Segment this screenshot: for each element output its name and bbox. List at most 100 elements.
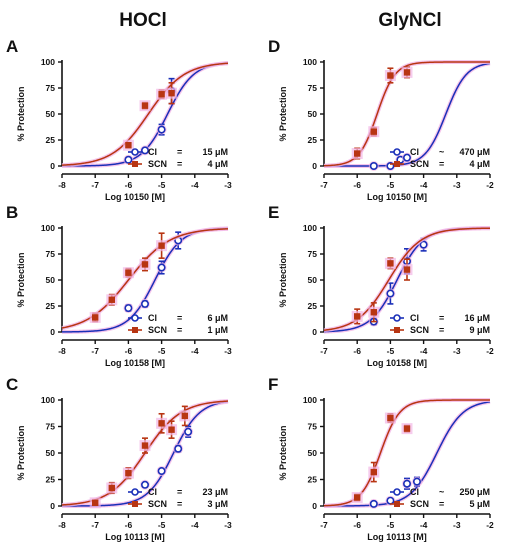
series-cl — [61, 399, 229, 508]
legend-value: 6 μM — [207, 313, 228, 323]
data-point-scn — [181, 412, 189, 420]
series-scn — [323, 398, 491, 508]
legend-value: 15 μM — [202, 147, 228, 157]
y-tick-label: 0 — [312, 501, 317, 511]
legend-name: SCN — [410, 499, 429, 509]
x-tick-label: -6 — [125, 346, 133, 356]
data-point-cl — [124, 155, 133, 164]
legend-marker-cl — [393, 488, 401, 496]
y-tick-label: 75 — [308, 83, 318, 93]
legend-relation: = — [177, 313, 182, 323]
data-point-scn — [108, 484, 115, 492]
legend-marker-cl — [131, 148, 139, 156]
data-point-scn — [168, 90, 175, 97]
legend-name: SCN — [410, 159, 429, 169]
legend: Cl = 16 μM SCN = 9 μM — [390, 313, 490, 335]
panel-c: C 0 25 50 75 100 -8 -7 -6 -5 -4 -3 Log 10113 [M] % Pr… — [6, 375, 232, 542]
data-point-scn — [387, 414, 394, 422]
legend-value: 16 μM — [464, 313, 490, 323]
x-tick-label: -8 — [58, 520, 66, 530]
x-tick-label: -5 — [158, 520, 166, 530]
column-title-hocl: HOCl — [119, 10, 167, 31]
legend-value: 9 μM — [469, 325, 490, 335]
data-point-cl — [419, 240, 428, 249]
series-scn — [323, 60, 491, 168]
x-tick-label: -4 — [420, 180, 428, 190]
data-point-scn — [125, 469, 132, 477]
y-tick-label: 50 — [308, 275, 318, 285]
x-axis-title: Log 10158 [M] — [105, 358, 165, 368]
legend-name: Cl — [148, 313, 157, 323]
fit-curve-scn — [61, 228, 229, 329]
x-tick-label: -6 — [353, 520, 361, 530]
fit-curve-scn — [61, 62, 229, 166]
y-tick-label: 75 — [308, 249, 318, 259]
legend-marker-scn — [132, 501, 138, 507]
y-tick-label: 75 — [46, 83, 56, 93]
legend-marker-cl — [393, 148, 401, 156]
data-point-scn — [387, 72, 394, 79]
data-point-cl — [141, 146, 150, 155]
x-tick-label: -6 — [125, 180, 133, 190]
legend-relation: = — [439, 499, 444, 509]
panel-b: B 0 25 50 75 100 -8 -7 -6 -5 -4 -3 Log 10158 [M] % Pr… — [6, 203, 232, 368]
data-point-scn — [354, 313, 361, 320]
data-point-scn — [370, 309, 377, 316]
y-tick-label: 25 — [308, 475, 318, 485]
legend-marker-cl — [131, 488, 139, 496]
y-axis-title: % Protection — [278, 252, 288, 307]
legend-value: 4 μM — [207, 159, 228, 169]
data-point-cl — [386, 289, 395, 298]
data-point-scn — [370, 468, 377, 476]
y-tick-label: 50 — [46, 275, 56, 285]
x-tick-label: -3 — [224, 180, 232, 190]
data-point-cl — [402, 153, 411, 162]
x-tick-label: -7 — [320, 346, 328, 356]
legend-marker-cl — [131, 314, 139, 322]
data-point-scn — [125, 142, 132, 149]
y-tick-label: 50 — [308, 448, 318, 458]
x-tick-label: -3 — [453, 520, 461, 530]
panels: A 0 25 50 75 100 -8 -7 -6 -5 -4 -3 Log 10150 [M] % Pr… — [6, 37, 494, 542]
legend-relation: = — [439, 313, 444, 323]
x-tick-label: -2 — [486, 180, 494, 190]
data-point-cl — [184, 427, 193, 436]
data-point-cl — [141, 299, 150, 308]
legend-name: Cl — [410, 313, 419, 323]
y-tick-label: 25 — [46, 135, 56, 145]
data-point-scn — [158, 242, 165, 249]
y-axis-title: % Protection — [278, 86, 288, 141]
y-axis-title: % Protection — [16, 86, 26, 141]
x-axis-title: Log 10150 [M] — [367, 192, 427, 202]
legend-relation: = — [177, 147, 182, 157]
fit-curve-halo — [61, 226, 229, 334]
legend-value: 250 μM — [459, 487, 490, 497]
data-point-scn — [370, 128, 377, 135]
data-point-scn — [158, 420, 165, 427]
x-tick-label: -7 — [320, 180, 328, 190]
legend-marker-scn — [394, 327, 400, 333]
x-tick-label: -3 — [453, 346, 461, 356]
panel-a: A 0 25 50 75 100 -8 -7 -6 -5 -4 -3 Log 10150 [M] % Pr… — [6, 37, 232, 202]
data-point-scn — [141, 261, 149, 268]
data-point-scn — [141, 102, 149, 109]
x-tick-label: -3 — [224, 346, 232, 356]
panel-letter-a: A — [6, 37, 18, 56]
data-point-scn — [403, 266, 411, 273]
x-tick-label: -3 — [453, 180, 461, 190]
data-point-cl — [369, 162, 378, 171]
x-axis-title: Log 10158 [M] — [367, 358, 427, 368]
legend-name: Cl — [410, 147, 419, 157]
legend-value: 23 μM — [202, 487, 228, 497]
legend: Cl ~250 μM SCN = 5 μM — [390, 487, 490, 509]
x-axis-title: Log 10150 [M] — [105, 192, 165, 202]
fit-curve-scn — [323, 227, 491, 331]
x-tick-label: -8 — [58, 180, 66, 190]
data-point-cl — [157, 263, 166, 272]
x-tick-label: -7 — [91, 180, 99, 190]
legend: Cl ~470 μM SCN = 4 μM — [390, 147, 490, 169]
y-axis-title: % Protection — [16, 425, 26, 480]
legend-relation: = — [177, 325, 182, 335]
y-tick-label: 25 — [308, 301, 318, 311]
x-tick-label: -6 — [125, 520, 133, 530]
